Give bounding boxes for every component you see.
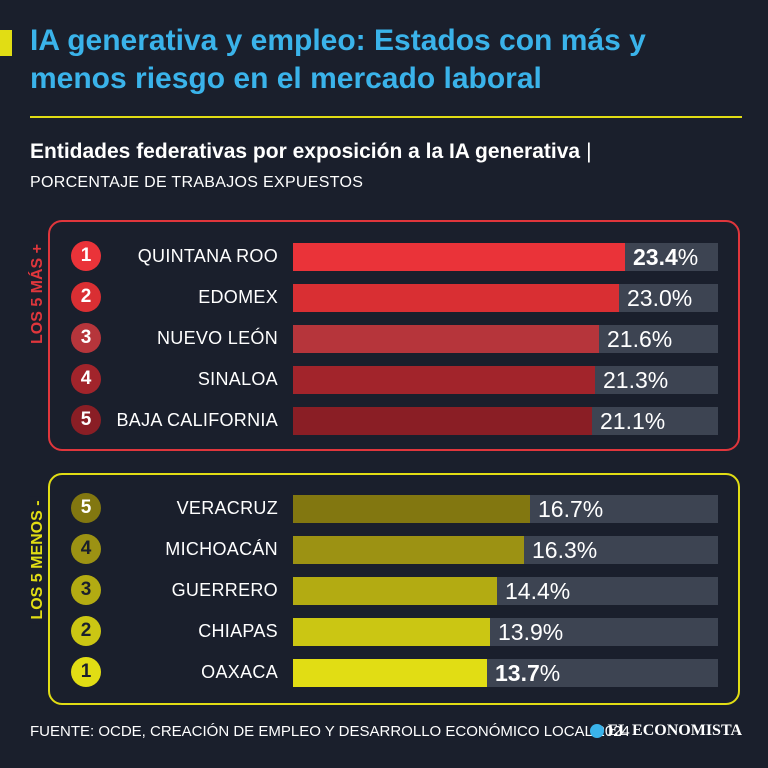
state-label: EDOMEX bbox=[198, 287, 278, 307]
bar bbox=[293, 366, 595, 394]
value-unit: % bbox=[651, 326, 673, 352]
bar-row: 3 NUEVO LEÓN 21.6% bbox=[0, 322, 768, 354]
bar-track: 23.0% bbox=[293, 284, 718, 312]
rank-badge: 3 bbox=[71, 323, 101, 353]
value-unit: % bbox=[549, 578, 571, 604]
value-label: 23.0% bbox=[619, 284, 692, 312]
bar-track: 21.1% bbox=[293, 407, 718, 435]
value-number: 21.1 bbox=[600, 408, 645, 434]
value-unit: % bbox=[582, 496, 604, 522]
bar-row: 1 QUINTANA ROO 23.4% bbox=[0, 240, 768, 272]
value-unit: % bbox=[539, 660, 561, 686]
bar-track: 21.3% bbox=[293, 366, 718, 394]
value-unit: % bbox=[644, 408, 666, 434]
rank-badge: 1 bbox=[71, 657, 101, 687]
brand-logo: EL ECONOMISTA bbox=[589, 722, 742, 740]
value-unit: % bbox=[647, 367, 669, 393]
state-label: OAXACA bbox=[201, 662, 278, 682]
value-label: 13.9% bbox=[490, 618, 563, 646]
bar bbox=[293, 407, 592, 435]
bottom-five-panel bbox=[48, 473, 740, 705]
value-number: 16.7 bbox=[538, 496, 583, 522]
value-number: 23.0 bbox=[627, 285, 672, 311]
bar-track: 16.7% bbox=[293, 495, 718, 523]
bar-row: 2 EDOMEX 23.0% bbox=[0, 281, 768, 313]
value-label: 21.1% bbox=[592, 407, 665, 435]
rank-badge: 5 bbox=[71, 405, 101, 435]
top-five-panel bbox=[48, 220, 740, 451]
chart-subtitle: Entidades federativas por exposición a l… bbox=[30, 140, 592, 164]
state-label: MICHOACÁN bbox=[165, 539, 278, 559]
brand-logo-icon bbox=[589, 724, 604, 738]
value-label: 21.6% bbox=[599, 325, 672, 353]
bar bbox=[293, 495, 530, 523]
chart-title: IA generativa y empleo: Estados con más … bbox=[30, 24, 646, 95]
bar bbox=[293, 577, 497, 605]
state-label: BAJA CALIFORNIA bbox=[116, 410, 278, 430]
source-note: FUENTE: OCDE, CREACIÓN DE EMPLEO Y DESAR… bbox=[30, 723, 630, 740]
title-accent-bar bbox=[0, 30, 12, 56]
value-unit: % bbox=[677, 244, 699, 270]
value-number: 21.6 bbox=[607, 326, 652, 352]
bar-row: 5 VERACRUZ 16.7% bbox=[0, 492, 768, 524]
brand-name: EL ECONOMISTA bbox=[607, 722, 742, 739]
value-number: 13.9 bbox=[498, 619, 543, 645]
state-label: NUEVO LEÓN bbox=[156, 328, 278, 348]
rank-badge: 4 bbox=[71, 364, 101, 394]
state-label: VERACRUZ bbox=[176, 498, 278, 518]
bar bbox=[293, 536, 524, 564]
rank-badge: 2 bbox=[71, 616, 101, 646]
bar-row: 5 BAJA CALIFORNIA 21.1% bbox=[0, 404, 768, 436]
bar bbox=[293, 325, 599, 353]
bar-row: 4 MICHOACÁN 16.3% bbox=[0, 533, 768, 565]
rank-badge: 3 bbox=[71, 575, 101, 605]
subtitle-separator: | bbox=[586, 140, 592, 163]
rank-badge: 5 bbox=[71, 493, 101, 523]
rank-badge: 2 bbox=[71, 282, 101, 312]
state-label: QUINTANA ROO bbox=[137, 246, 278, 266]
value-unit: % bbox=[671, 285, 693, 311]
value-label: 16.7% bbox=[530, 495, 603, 523]
bar bbox=[293, 243, 625, 271]
value-label: 14.4% bbox=[497, 577, 570, 605]
value-number: 14.4 bbox=[505, 578, 550, 604]
value-unit: % bbox=[576, 537, 598, 563]
title-divider bbox=[30, 116, 742, 118]
bar-track: 13.9% bbox=[293, 618, 718, 646]
value-number: 21.3 bbox=[603, 367, 648, 393]
bar bbox=[293, 284, 619, 312]
rank-badge: 1 bbox=[71, 241, 101, 271]
state-label: CHIAPAS bbox=[198, 621, 278, 641]
bar bbox=[293, 659, 487, 687]
rank-badge: 4 bbox=[71, 534, 101, 564]
subtitle-text: Entidades federativas por exposición a l… bbox=[30, 140, 581, 163]
value-number: 23.4 bbox=[633, 244, 678, 270]
bar-row: 2 CHIAPAS 13.9% bbox=[0, 615, 768, 647]
bar-track: 23.4% bbox=[293, 243, 718, 271]
bar-track: 13.7% bbox=[293, 659, 718, 687]
bar-row: 3 GUERRERO 14.4% bbox=[0, 574, 768, 606]
bar-row: 1 OAXACA 13.7% bbox=[0, 656, 768, 688]
value-unit: % bbox=[542, 619, 564, 645]
value-label: 13.7% bbox=[487, 659, 560, 687]
value-label: 16.3% bbox=[524, 536, 597, 564]
state-label: GUERRERO bbox=[171, 580, 278, 600]
bar-track: 14.4% bbox=[293, 577, 718, 605]
bar bbox=[293, 618, 490, 646]
bar-track: 21.6% bbox=[293, 325, 718, 353]
value-label: 21.3% bbox=[595, 366, 668, 394]
state-label: SINALOA bbox=[197, 369, 278, 389]
value-label: 23.4% bbox=[625, 243, 698, 271]
value-number: 16.3 bbox=[532, 537, 577, 563]
bar-track: 16.3% bbox=[293, 536, 718, 564]
value-number: 13.7 bbox=[495, 660, 540, 686]
unit-label: PORCENTAJE DE TRABAJOS EXPUESTOS bbox=[30, 174, 364, 191]
bar-row: 4 SINALOA 21.3% bbox=[0, 363, 768, 395]
